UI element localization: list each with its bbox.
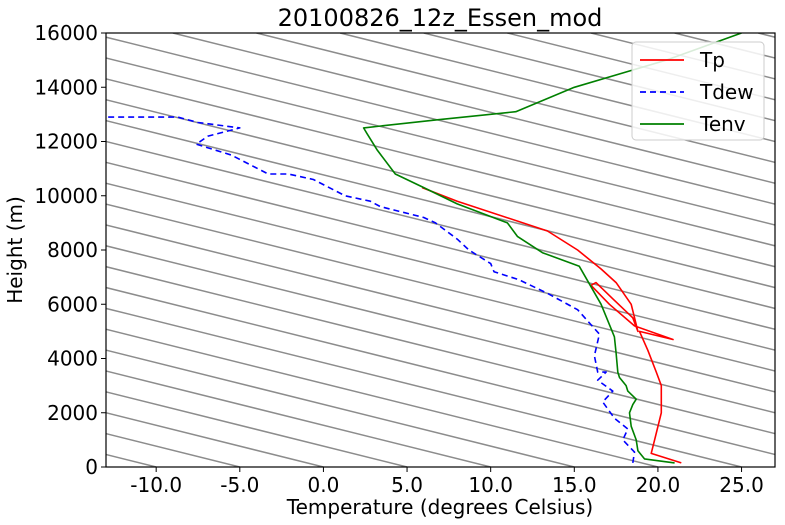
dry-adiabat-line: [106, 182, 775, 351]
dry-adiabat-line: [339, 33, 775, 143]
y-tick-label: 4000: [47, 347, 98, 371]
dry-adiabat-line: [106, 78, 775, 247]
dry-adiabat-line: [106, 57, 775, 226]
x-tick-label: -5.0: [220, 473, 259, 497]
dry-adiabat-line: [106, 349, 575, 467]
y-tick-label: 6000: [47, 292, 98, 316]
legend: Tp Tdew Tenv: [631, 41, 765, 141]
x-tick-label: 5.0: [391, 473, 423, 497]
legend-label-tenv: Tenv: [699, 112, 746, 136]
x-tick-label: 10.0: [468, 473, 513, 497]
legend-box: [631, 41, 765, 141]
y-tick-label: 12000: [34, 130, 98, 154]
x-tick-label: 0.0: [308, 473, 340, 497]
dry-adiabat-line: [106, 203, 775, 372]
dry-adiabat-line: [106, 370, 491, 467]
series-tdew-line: [106, 116, 636, 464]
x-tick-label: 15.0: [552, 473, 597, 497]
dry-adiabat-line: [106, 161, 775, 331]
dry-adiabat-line: [106, 98, 775, 268]
dry-adiabat-line: [106, 140, 775, 310]
y-tick-label: 8000: [47, 238, 98, 262]
dry-adiabat-line: [172, 33, 775, 185]
dry-adiabat-lines: [106, 33, 775, 467]
x-tick-label: 20.0: [636, 473, 681, 497]
chart-title: 20100826_12z_Essen_mod: [278, 4, 603, 32]
y-tick-label: 0: [85, 455, 98, 479]
y-axis-label: Height (m): [3, 196, 27, 304]
y-axis-ticks: 0 2000 4000 6000 8000 10000 12000 14000 16000: [34, 21, 106, 479]
dry-adiabat-line: [106, 391, 408, 467]
series-lines: [106, 33, 742, 464]
dry-adiabat-line: [106, 36, 775, 205]
x-tick-label: 25.0: [719, 473, 764, 497]
dry-adiabat-line: [106, 245, 775, 414]
y-tick-label: 16000: [34, 21, 98, 45]
legend-label-tdew: Tdew: [699, 80, 754, 104]
dry-adiabat-line: [106, 119, 775, 289]
dry-adiabat-line: [106, 307, 742, 467]
dry-adiabat-line: [256, 33, 775, 164]
series-tenv-line: [362, 33, 742, 464]
dry-adiabat-line: [106, 286, 775, 456]
dry-adiabat-line: [106, 328, 659, 467]
y-tick-label: 10000: [34, 184, 98, 208]
x-axis-label: Temperature (degrees Celsius): [286, 495, 593, 519]
x-axis-ticks: -10.0 -5.0 0.0 5.0 10.0 15.0 20.0 25.0: [130, 467, 764, 497]
y-tick-label: 2000: [47, 401, 98, 425]
dry-adiabat-line: [106, 224, 775, 393]
dry-adiabat-line: [106, 265, 775, 435]
legend-label-tp: Tp: [699, 48, 725, 72]
x-tick-label: -10.0: [130, 473, 182, 497]
y-tick-label: 14000: [34, 75, 98, 99]
